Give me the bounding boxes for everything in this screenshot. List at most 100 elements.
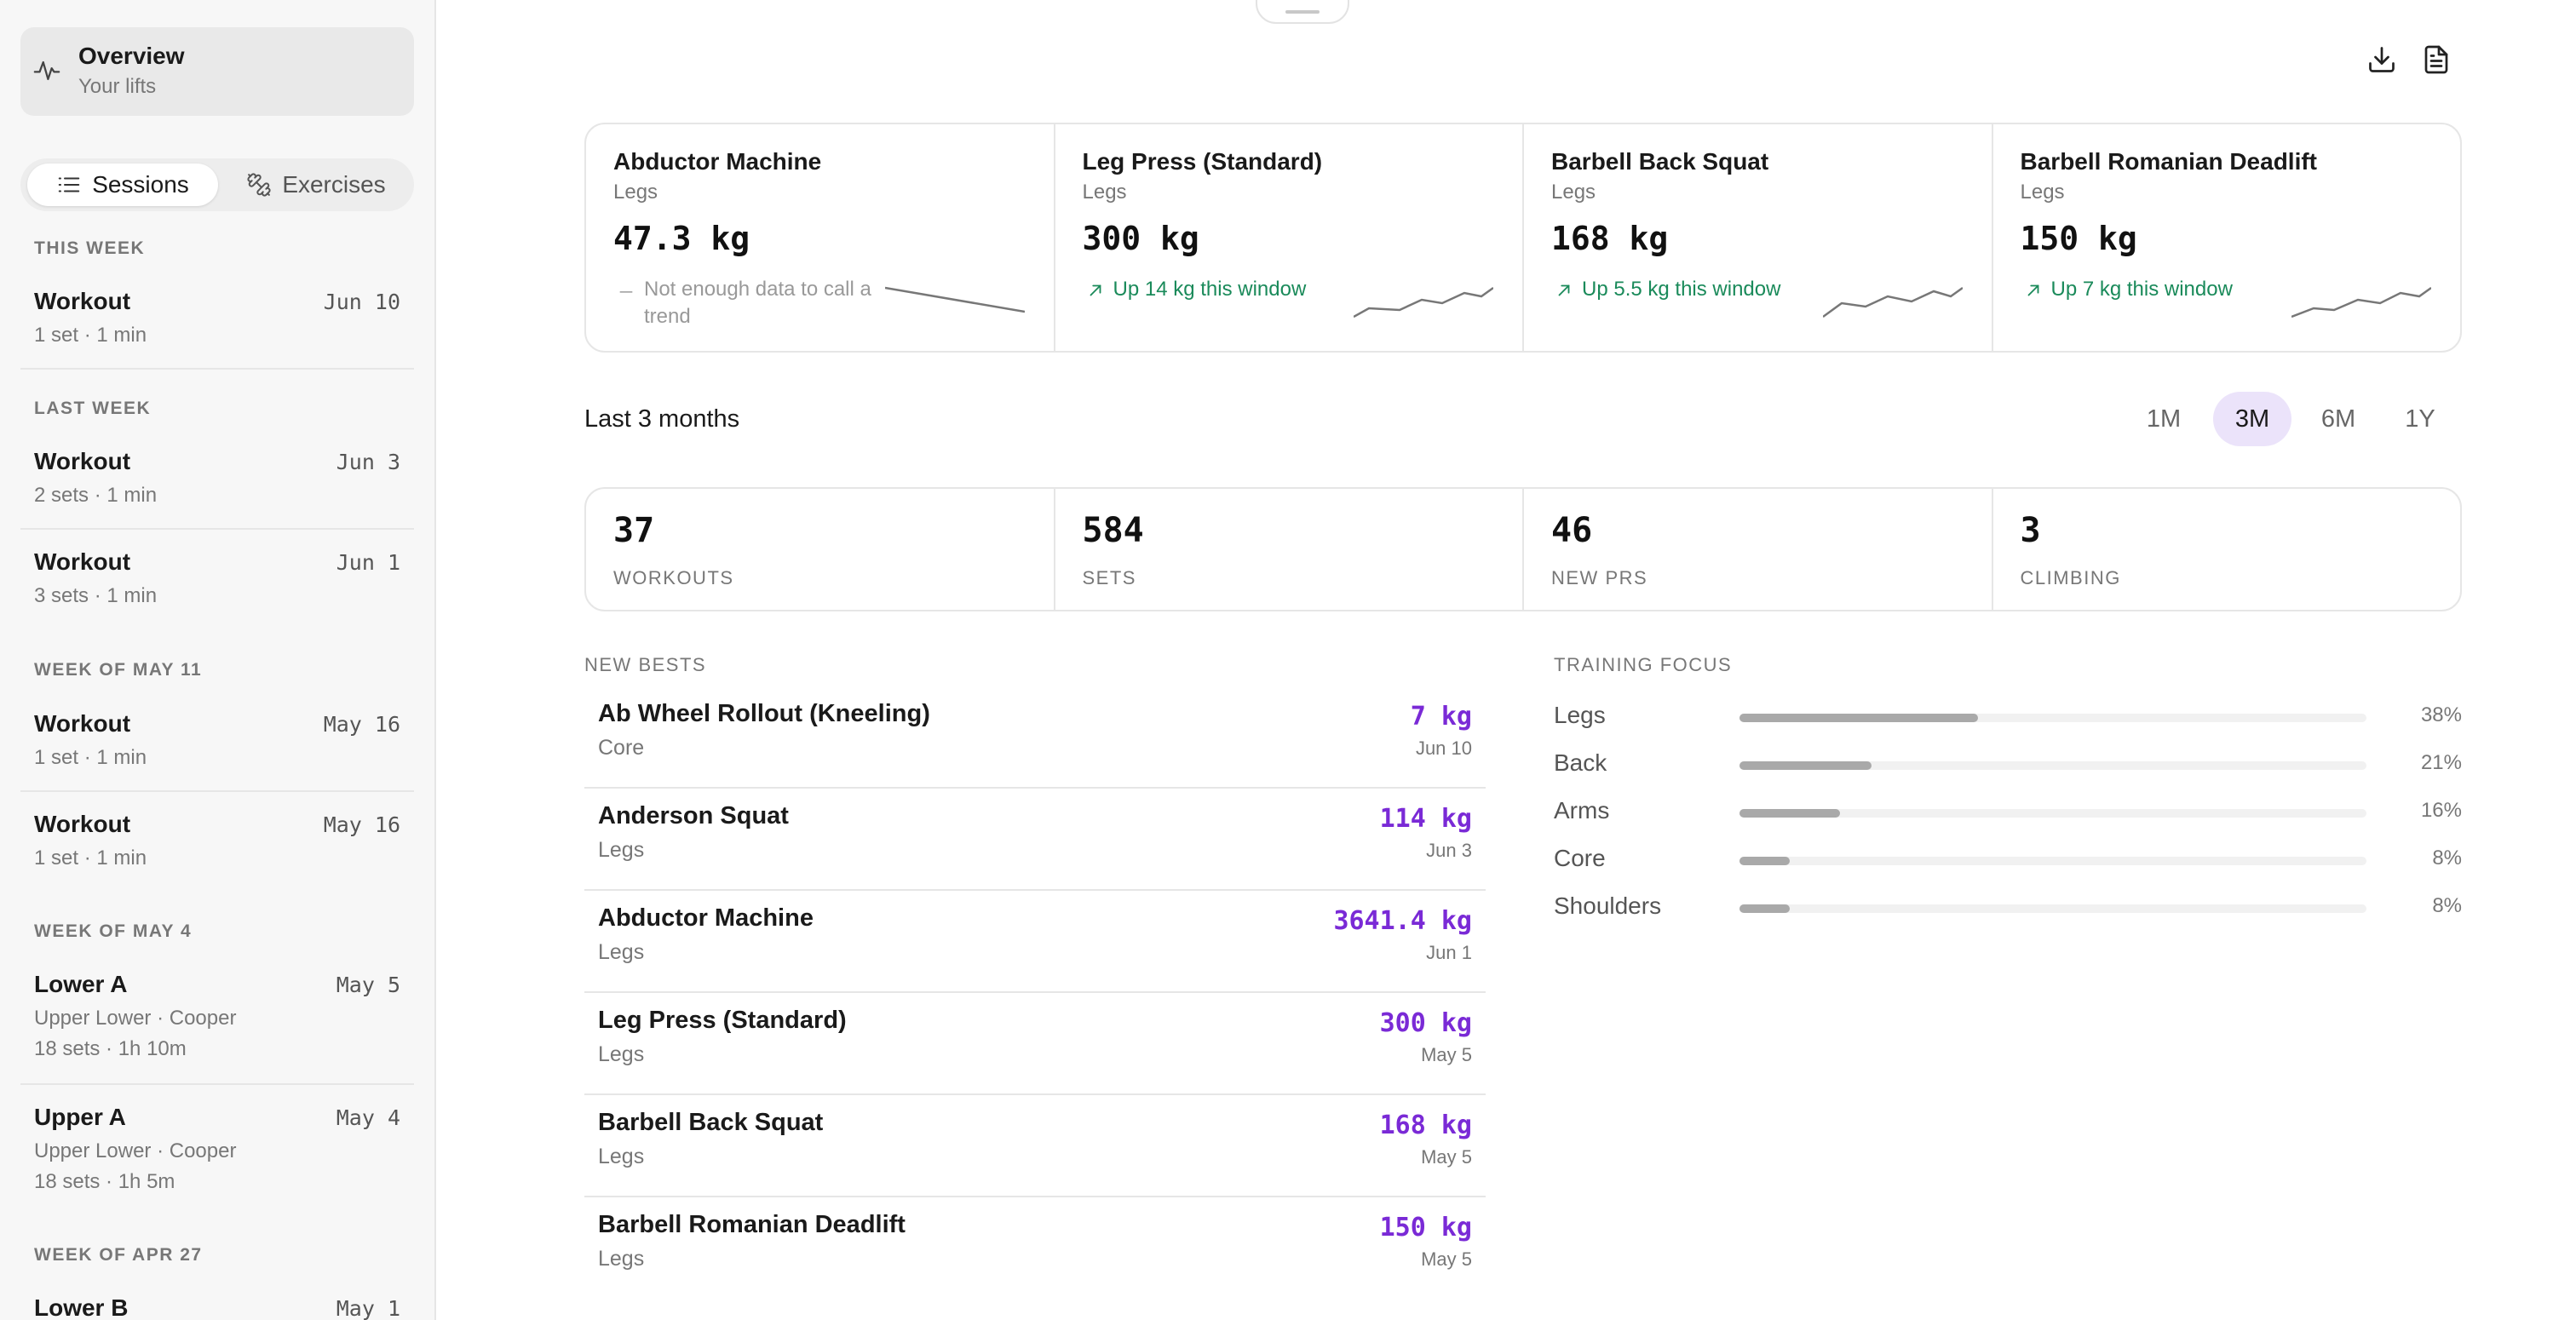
lift-card[interactable]: Barbell Romanian Deadlift Legs 150 kg Up… <box>1993 124 2461 351</box>
lift-card[interactable]: Barbell Back Squat Legs 168 kg Up 5.5 kg… <box>1524 124 1993 351</box>
focus-track <box>1739 904 2366 913</box>
focus-fill <box>1739 809 1840 818</box>
session-title: Workout <box>34 811 131 837</box>
lift-name: Leg Press (Standard) <box>1082 148 1323 175</box>
best-row[interactable]: Ab Wheel Rollout (Kneeling) Core 7 kg Ju… <box>584 686 1486 789</box>
session-title: Lower B <box>34 1294 129 1320</box>
session-meta: 1 set · 1 min <box>34 847 147 869</box>
session-meta: 1 set · 1 min <box>34 324 147 347</box>
download-icon[interactable] <box>2366 44 2397 75</box>
group-label: THIS WEEK <box>34 238 146 258</box>
best-row[interactable]: Abductor Machine Legs 3641.4 kg Jun 1 <box>584 891 1486 993</box>
focus-track <box>1739 809 2366 818</box>
range-1m-button[interactable]: 1M <box>2146 405 2182 433</box>
stat-label: SETS <box>1082 567 1136 588</box>
range-1y-button[interactable]: 1Y <box>2405 405 2435 433</box>
best-date: May 5 <box>1421 1044 1472 1065</box>
focus-name: Back <box>1554 749 1607 776</box>
session-program: Upper Lower · Cooper <box>34 1139 237 1162</box>
best-category: Legs <box>598 1247 645 1271</box>
session-date: May 16 <box>323 712 400 737</box>
lift-trend: Up 7 kg this window <box>2024 276 2280 303</box>
stat-workouts: 37 WORKOUTS <box>586 489 1055 610</box>
session-item[interactable]: Lower B May 1 <box>20 1294 414 1320</box>
session-program: Upper Lower · Cooper <box>34 1007 237 1030</box>
tab-sessions[interactable]: Sessions <box>27 164 218 206</box>
range-6m-button[interactable]: 6M <box>2320 405 2356 433</box>
session-item[interactable]: Workout Jun 3 2 sets · 1 min <box>20 448 414 530</box>
focus-pct: 38% <box>2420 703 2462 726</box>
group-label: WEEK OF APR 27 <box>34 1245 203 1265</box>
session-date: May 16 <box>323 812 400 837</box>
best-date: May 5 <box>1421 1146 1472 1168</box>
session-item[interactable]: Workout Jun 10 1 set · 1 min <box>20 288 414 370</box>
lift-trend: Up 14 kg this window <box>1086 276 1342 303</box>
best-row[interactable]: Barbell Romanian Deadlift Legs 150 kg Ma… <box>584 1197 1486 1300</box>
session-item[interactable]: Workout May 16 1 set · 1 min <box>20 710 414 792</box>
best-row[interactable]: Barbell Back Squat Legs 168 kg May 5 <box>584 1095 1486 1197</box>
focus-name: Shoulders <box>1554 892 1662 919</box>
lift-category: Legs <box>2020 181 2065 204</box>
range-3m-button[interactable]: 3M <box>2213 392 2291 446</box>
best-name: Barbell Back Squat <box>598 1109 824 1136</box>
session-title: Workout <box>34 548 131 575</box>
tab-exercises-label: Exercises <box>282 171 386 198</box>
focus-row: Legs 38% <box>1554 700 2462 734</box>
session-meta: 1 set · 1 min <box>34 746 147 769</box>
focus-name: Core <box>1554 845 1606 871</box>
list-icon <box>58 177 80 192</box>
range-label: Last 3 months <box>584 405 740 433</box>
dumbbell-icon <box>247 173 271 197</box>
focus-pct: 16% <box>2420 799 2462 822</box>
lift-trend-text: Up 14 kg this window <box>1113 278 1307 301</box>
sparkline <box>1822 286 1963 319</box>
best-name: Leg Press (Standard) <box>598 1007 847 1034</box>
lift-card[interactable]: Abductor Machine Legs 47.3 kg Not enough… <box>586 124 1055 351</box>
focus-fill <box>1739 857 1790 865</box>
stat-sets: 584 SETS <box>1055 489 1524 610</box>
overview-nav-item[interactable]: Overview Your lifts <box>20 27 414 116</box>
tab-sessions-label: Sessions <box>92 171 189 198</box>
arrow-up-right-icon <box>1558 284 1570 296</box>
sidebar: Overview Your lifts Sessions Exercises T… <box>0 0 436 1320</box>
lift-value: 300 kg <box>1082 220 1199 257</box>
stat-value: 584 <box>1082 511 1144 550</box>
focus-track <box>1739 857 2366 865</box>
focus-fill <box>1739 714 1978 722</box>
best-date: Jun 3 <box>1426 840 1472 861</box>
activity-icon <box>33 60 60 81</box>
session-item[interactable]: Workout Jun 1 3 sets · 1 min <box>20 548 414 630</box>
lift-trend-text: Up 5.5 kg this window <box>1582 278 1781 301</box>
focus-fill <box>1739 761 1872 770</box>
session-title: Workout <box>34 710 131 737</box>
best-row[interactable]: Leg Press (Standard) Legs 300 kg May 5 <box>584 993 1486 1095</box>
stat-new-prs: 46 NEW PRS <box>1524 489 1993 610</box>
overview-title: Overview <box>78 43 185 69</box>
stat-value: 37 <box>613 511 655 550</box>
focus-row: Back 21% <box>1554 748 2462 782</box>
best-value: 168 kg <box>1379 1111 1472 1140</box>
session-date: May 1 <box>336 1296 400 1320</box>
best-category: Legs <box>598 1042 645 1066</box>
session-meta: 18 sets · 1h 10m <box>34 1037 187 1060</box>
tab-exercises[interactable]: Exercises <box>225 164 407 206</box>
stat-label: CLIMBING <box>2020 567 2121 588</box>
session-date: May 4 <box>336 1105 400 1130</box>
best-category: Core <box>598 736 645 760</box>
arrow-up-right-icon <box>2027 284 2038 296</box>
new-bests-heading: NEW BESTS <box>584 654 707 675</box>
session-item[interactable]: Workout May 16 1 set · 1 min <box>20 811 414 892</box>
stat-value: 3 <box>2020 511 2041 550</box>
session-item[interactable]: Lower A May 5 Upper Lower · Cooper 18 se… <box>20 971 414 1085</box>
session-item[interactable]: Upper A May 4 Upper Lower · Cooper 18 se… <box>20 1104 414 1218</box>
drag-handle[interactable] <box>1256 0 1349 24</box>
lift-card[interactable]: Leg Press (Standard) Legs 300 kg Up 14 k… <box>1055 124 1524 351</box>
document-icon[interactable] <box>2421 44 2452 75</box>
lift-trend: Not enough data to call a trend <box>617 276 872 330</box>
session-meta: 3 sets · 1 min <box>34 584 158 607</box>
best-value: 300 kg <box>1379 1008 1472 1038</box>
top-lifts: Abductor Machine Legs 47.3 kg Not enough… <box>584 123 2462 353</box>
focus-fill <box>1739 904 1790 913</box>
focus-row: Core 8% <box>1554 843 2462 877</box>
best-row[interactable]: Anderson Squat Legs 114 kg Jun 3 <box>584 789 1486 891</box>
